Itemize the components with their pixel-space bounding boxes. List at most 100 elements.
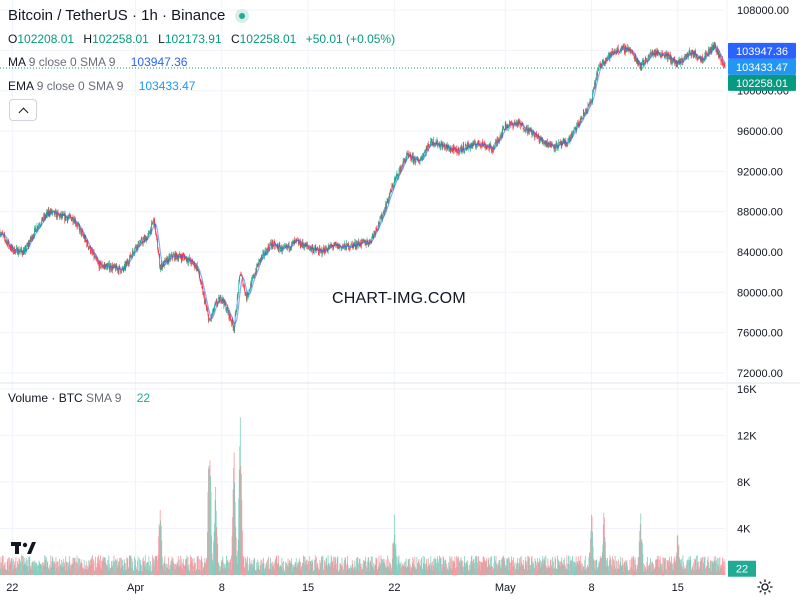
volume-bar [49, 564, 51, 575]
volume-bar [245, 564, 247, 575]
volume-bar [309, 556, 311, 575]
candle-body [537, 136, 538, 139]
candle-body [90, 246, 91, 253]
candle-body [607, 57, 608, 59]
volume-bar [110, 567, 112, 575]
candle-body [118, 266, 120, 273]
candle-body [478, 140, 479, 143]
candle-body [686, 53, 688, 60]
volume-bar [425, 569, 427, 575]
ma-legend[interactable]: MA 9 close 0 SMA 9 103947.36 [8, 55, 187, 69]
candle-body [369, 239, 371, 242]
volume-bar [115, 560, 117, 575]
candle-body [557, 147, 558, 149]
volume-bar [497, 562, 499, 575]
candle-body [676, 63, 678, 65]
volume-bar [333, 556, 335, 575]
candle-body [641, 63, 643, 68]
candle-body [347, 243, 349, 246]
candle-body [648, 55, 649, 59]
volume-bar [457, 556, 459, 575]
volume-bar [635, 564, 637, 575]
candle-body [533, 130, 534, 134]
volume-bar [55, 556, 57, 575]
volume-bar [338, 571, 340, 575]
volume-bar [363, 559, 364, 575]
candle-body [494, 143, 496, 147]
volume-bar [365, 566, 367, 575]
candle-body [174, 254, 175, 260]
volume-bar [360, 567, 362, 575]
candle-body [260, 258, 262, 260]
candle-body [197, 268, 199, 272]
volume-bar [37, 565, 39, 575]
volume-bar [388, 566, 390, 575]
volume-bar [327, 555, 329, 575]
volume-bar [176, 561, 178, 575]
volume-bar [157, 555, 159, 575]
volume-bar [700, 557, 702, 575]
volume-bar [233, 468, 235, 575]
candle-body [105, 265, 107, 270]
candle-body [176, 253, 177, 256]
candle-body [475, 144, 476, 146]
volume-bar [372, 566, 374, 575]
volume-bar [7, 570, 9, 575]
settings-gear-icon[interactable] [756, 578, 774, 596]
volume-bar [5, 569, 7, 575]
candle-body [14, 247, 15, 254]
volume-bar [395, 544, 397, 575]
candle-body [646, 60, 648, 62]
candle-body [170, 256, 171, 260]
candle-body [338, 244, 340, 249]
volume-bar [18, 564, 19, 575]
candle-body [57, 211, 59, 214]
candle-body [569, 137, 570, 142]
candle-body [473, 142, 474, 146]
volume-bar [50, 567, 52, 575]
volume-bar [323, 569, 325, 575]
volume-params: SMA 9 [86, 391, 122, 405]
volume-bar [262, 562, 264, 575]
volume-bar [471, 555, 473, 575]
volume-bar [256, 562, 258, 575]
volume-bar [550, 559, 552, 575]
collapse-legend-button[interactable] [9, 99, 37, 121]
candle-body [406, 153, 408, 155]
volume-bar [581, 563, 583, 575]
volume-bar [354, 570, 356, 575]
volume-bar [384, 562, 385, 575]
volume-bar [417, 562, 419, 575]
volume-bar [324, 562, 326, 575]
candle-body [573, 130, 574, 132]
volume-bar [94, 570, 96, 575]
volume-legend[interactable]: Volume · BTC SMA 9 22 [8, 391, 150, 405]
tradingview-logo[interactable] [11, 540, 37, 560]
price-tick-label: 96000.00 [737, 126, 783, 138]
volume-bar [470, 556, 472, 575]
candle-body [323, 248, 325, 252]
candle-body [556, 142, 557, 144]
volume-bar [54, 561, 55, 575]
volume-bar [583, 569, 585, 575]
candle-body [343, 244, 344, 246]
candle-body [217, 298, 219, 302]
ema-legend[interactable]: EMA 9 close 0 SMA 9 103433.47 [8, 79, 195, 93]
candle-body [690, 52, 691, 54]
candle-body [638, 63, 640, 65]
candle-body [720, 56, 721, 57]
candle-body [319, 248, 321, 250]
volume-bar [331, 562, 333, 575]
symbol-title[interactable]: Bitcoin / TetherUS · 1h · Binance [8, 7, 226, 24]
candle-body [630, 51, 632, 54]
volume-bar [559, 565, 561, 575]
volume-bar [376, 569, 378, 575]
volume-bar [112, 567, 113, 575]
volume-bar [98, 555, 99, 575]
volume-bar [40, 563, 42, 575]
volume-bar [371, 556, 373, 575]
price-tick-label: 76000.00 [737, 328, 783, 340]
candle-body [674, 61, 676, 65]
